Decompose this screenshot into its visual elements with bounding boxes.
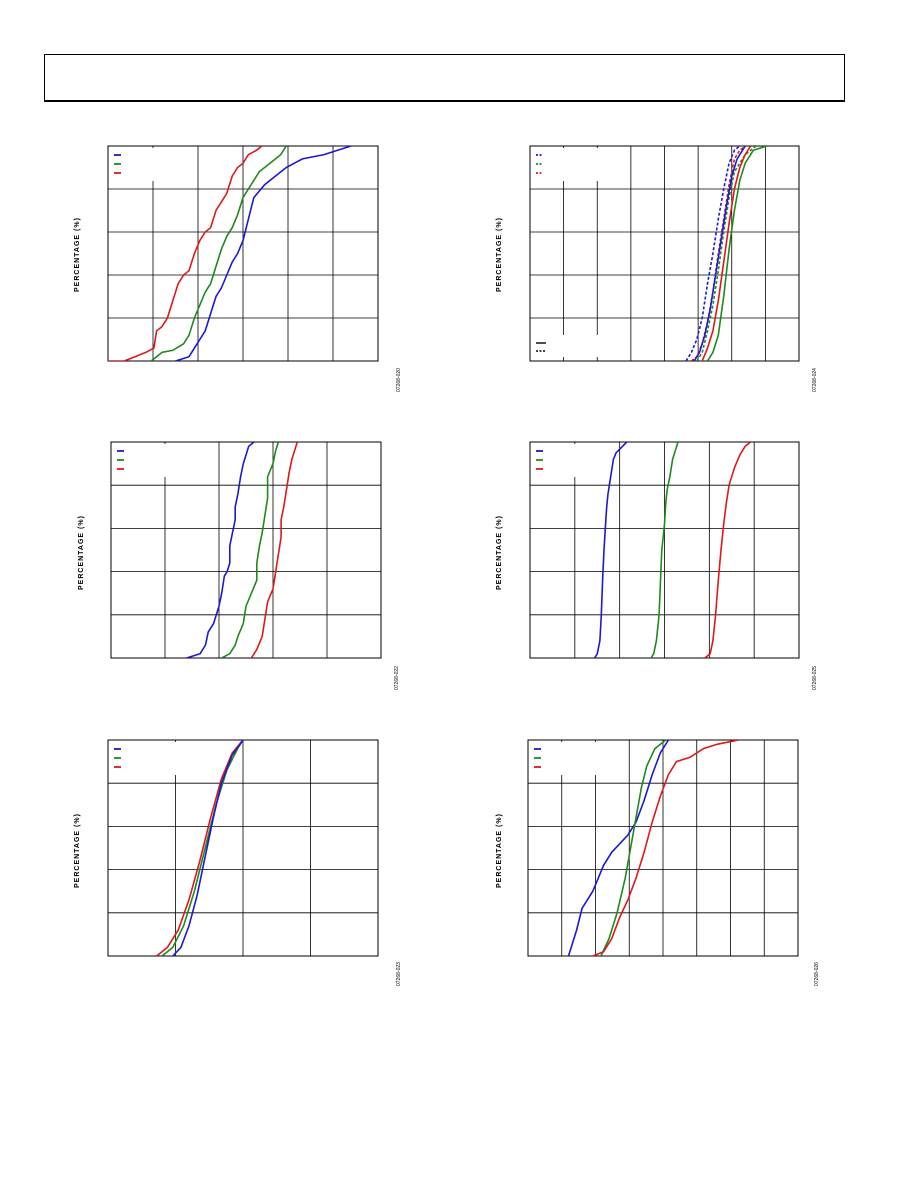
series-line-blue-dashed: [685, 146, 741, 361]
series-line-red: [704, 442, 752, 658]
header-box: [44, 54, 845, 102]
chart-panel-5: PERCENTAGE (%) 07268-023: [60, 726, 410, 996]
series-line-blue: [186, 442, 255, 658]
legend-secondary-box: [532, 335, 602, 357]
plot-area: [110, 441, 382, 659]
plot-frame: [107, 145, 379, 362]
legend: [110, 148, 180, 181]
series-line-blue: [175, 146, 352, 361]
chart-panel-6: PERCENTAGE (%) 07268-026: [480, 726, 830, 996]
plot-area: [107, 739, 379, 957]
legend: [113, 444, 183, 477]
chart-panel-2: PERCENTAGE (%) 07268-024: [480, 130, 830, 400]
series-line-green: [161, 740, 244, 956]
series-line-green: [706, 146, 767, 361]
legend: [110, 742, 180, 775]
plot-frame: [529, 441, 800, 659]
legend: [530, 742, 600, 775]
chart-panel-3: PERCENTAGE (%) 07268-022: [60, 428, 410, 698]
legend-box: [532, 148, 602, 181]
series-line-red: [701, 146, 752, 361]
legend-secondary: [532, 335, 602, 357]
plot-area: [107, 145, 379, 362]
chart-panel-1: PERCENTAGE (%) 07268-020: [60, 130, 410, 400]
series-line-red: [592, 740, 739, 956]
series-line-green: [650, 442, 679, 658]
legend-box: [113, 444, 183, 477]
series-line-blue: [693, 146, 746, 361]
plot-frame: [529, 145, 800, 362]
series-line-red: [250, 442, 299, 658]
legend: [532, 444, 602, 477]
series-line-green: [221, 442, 280, 658]
plot-area: [529, 441, 800, 659]
series-line-blue: [593, 442, 628, 658]
series-line-green-dashed: [696, 146, 757, 361]
series-line-blue: [567, 740, 670, 956]
plot-area: [527, 739, 799, 957]
plot-frame: [110, 441, 382, 659]
plot-area: [529, 145, 800, 362]
legend-box: [110, 742, 180, 775]
series-line-green: [150, 146, 287, 361]
series-line-green: [600, 740, 667, 956]
legend: [532, 148, 602, 181]
legend-box: [110, 148, 180, 181]
series-line-blue: [172, 740, 244, 956]
series-line-red: [156, 740, 244, 956]
chart-panel-4: PERCENTAGE (%) 07268-025: [480, 428, 830, 698]
legend-box: [532, 444, 602, 477]
plot-frame: [527, 739, 799, 957]
series-line-red: [108, 146, 263, 361]
legend-box: [530, 742, 600, 775]
